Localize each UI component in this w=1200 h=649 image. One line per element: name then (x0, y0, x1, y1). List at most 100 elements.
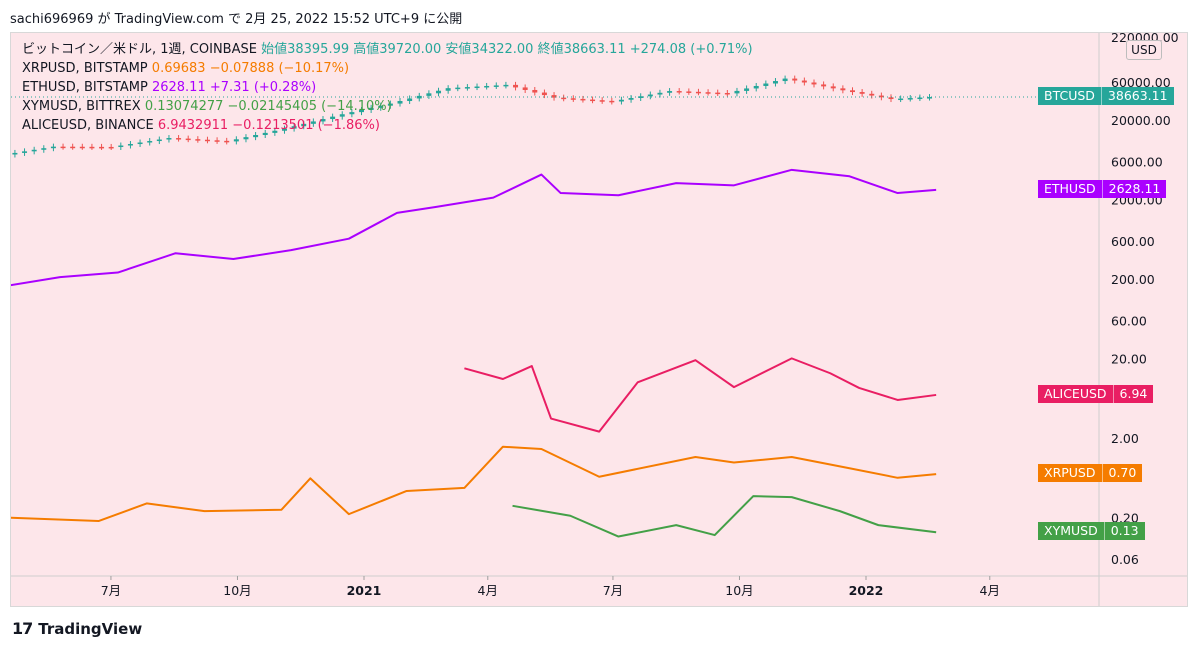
btc-candle (301, 123, 307, 127)
btc-candle (339, 114, 345, 117)
btc-candle (89, 146, 95, 149)
y-tick-label: 0.20 (1111, 510, 1139, 525)
btc-candle (455, 87, 461, 90)
legend-row-xrp[interactable]: XRPUSD, BITSTAMP 0.69683 −0.07888 (−10.1… (22, 61, 350, 76)
btc-candle (147, 141, 153, 143)
btc-candle (387, 103, 393, 106)
ethusd-price-tag: ETHUSD 2628.11 (1038, 179, 1167, 198)
btc-candle (888, 97, 894, 100)
btc-candle (676, 91, 682, 93)
btc-candle (561, 97, 567, 100)
btc-candle (801, 80, 807, 83)
btc-candle (127, 144, 133, 146)
btc-candle (522, 87, 528, 90)
btc-candle (368, 107, 374, 110)
legend-row-alice[interactable]: ALICEUSD, BINANCE 6.9432911 −0.1213501 (… (22, 118, 380, 133)
y-tick-label: 60000.00 (1111, 75, 1171, 90)
legend: ビットコイン／米ドル, 1週, COINBASE 始値38395.99 高値39… (22, 40, 753, 135)
btc-candle (724, 92, 730, 95)
btc-candle (811, 82, 817, 85)
x-tick-label: 10月 (725, 583, 753, 598)
btc-candle (734, 90, 740, 94)
currency-button[interactable]: USD (1126, 40, 1162, 60)
btc-candle (253, 135, 259, 138)
btc-candle (397, 101, 403, 104)
btc-candle (137, 142, 143, 145)
btc-candle (378, 105, 384, 108)
btc-candle (772, 81, 778, 84)
btc-candle (118, 145, 124, 148)
btc-candle (551, 95, 557, 98)
btc-candle (320, 119, 326, 122)
btc-candle (647, 94, 653, 97)
btc-candle (898, 98, 904, 101)
btc-candle (31, 149, 37, 152)
series-line-xymusd[interactable] (512, 495, 937, 538)
btc-candle (60, 146, 66, 149)
btc-candle (166, 138, 172, 140)
btc-candle (330, 116, 336, 120)
legend-values: 2628.11 +7.31 (+0.28%) (151, 80, 317, 95)
btc-candle (907, 98, 913, 100)
legend-row-eth[interactable]: ETHUSD, BITSTAMP 2628.11 +7.31 (+0.28%) (22, 80, 317, 95)
btc-candle (744, 88, 750, 91)
btc-candle (272, 130, 278, 133)
btc-candle (859, 92, 865, 94)
btc-candle (176, 138, 182, 140)
x-tick-label: 7月 (101, 583, 121, 598)
btc-candle (50, 146, 56, 149)
btc-candle (108, 146, 114, 149)
tv-logo-icon: 𝟭𝟳 (12, 619, 33, 638)
btc-candle (204, 139, 210, 142)
btc-candle (532, 89, 538, 93)
btc-candle (464, 87, 470, 89)
btc-candle (618, 99, 624, 102)
y-tick-label: 2.00 (1111, 431, 1139, 446)
btc-candle (695, 91, 701, 94)
legend-values: 始値38395.99 高値39720.00 安値34322.00 終値38663… (261, 42, 753, 57)
series-line-ethusd[interactable] (11, 168, 937, 287)
btc-candle (753, 85, 759, 89)
btc-candle (580, 98, 586, 101)
series-line-aliceusd[interactable] (464, 357, 937, 433)
btc-candle (195, 139, 201, 141)
btc-candle (12, 152, 18, 155)
btc-candle (628, 98, 634, 100)
x-tick-label: 4月 (478, 583, 498, 598)
chart-panel[interactable]: 220000.00 60000.00 20000.00 6000.00 2000.00 6… (10, 32, 1188, 607)
legend-values: 0.69683 −0.07888 (−10.17%) (151, 61, 350, 76)
btc-candle (224, 140, 230, 143)
btc-candle (609, 100, 615, 103)
btc-candle (657, 92, 663, 95)
series-line-xrpusd[interactable] (11, 445, 937, 523)
xrpusd-price-tag: XRPUSD 0.70 (1038, 464, 1143, 483)
btc-candle (849, 90, 855, 93)
btc-candle (156, 139, 162, 142)
btc-candle (570, 98, 576, 100)
btc-candle (763, 83, 769, 86)
btc-candle (782, 78, 788, 82)
legend-row-xym[interactable]: XYMUSD, BITTREX 0.13074277 −0.02145405 (… (22, 99, 392, 114)
btc-candle (70, 146, 76, 149)
publish-info: sachi696969 が TradingView.com で 2月 25, 2… (10, 12, 463, 27)
btc-candle (214, 140, 220, 142)
btc-candle (638, 96, 644, 99)
btc-candle (667, 91, 673, 93)
y-tick-label: 60.00 (1111, 313, 1147, 328)
btc-candle (705, 92, 711, 94)
btc-candle (349, 112, 355, 115)
btc-candle (426, 93, 432, 96)
x-tick-label: 10月 (223, 583, 251, 598)
btc-candle (99, 146, 105, 149)
btc-candle (513, 84, 519, 88)
legend-row-btc[interactable]: ビットコイン／米ドル, 1週, COINBASE 始値38395.99 高値39… (22, 42, 753, 57)
tradingview-logo[interactable]: 𝟭𝟳 TradingView (12, 619, 143, 638)
btc-candle (840, 88, 846, 91)
btc-candle (917, 97, 923, 100)
y-tick-label: 6000.00 (1111, 154, 1163, 169)
btc-candle (541, 92, 547, 96)
btc-candle (590, 99, 596, 102)
btc-candle (233, 139, 239, 142)
btc-candle (927, 97, 933, 99)
btc-candle (407, 98, 413, 102)
